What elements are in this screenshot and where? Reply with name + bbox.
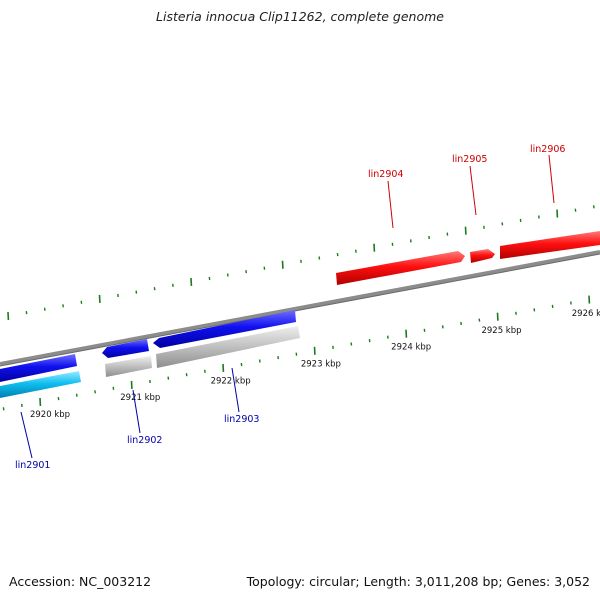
- tick-label: 2921 kbp: [120, 393, 160, 403]
- gene-arrow-lin2902-alt[interactable]: [105, 356, 152, 377]
- gene-labels: lin2904 lin2905 lin2906 lin2901 lin2902 …: [15, 144, 565, 471]
- gene-label-lin2901[interactable]: lin2901: [15, 460, 50, 471]
- gene-arrow-lin2903[interactable]: [153, 310, 296, 348]
- gene-label-lin2903[interactable]: lin2903: [224, 414, 259, 425]
- gene-arrow-lin2903-alt[interactable]: [156, 326, 300, 368]
- tick-label: 2920 kbp: [30, 410, 70, 420]
- tick-label: 2926 kbp: [572, 309, 600, 319]
- tick-label: 2925 kbp: [481, 326, 521, 336]
- gene-arrow-lin2906[interactable]: [500, 231, 600, 259]
- forward-gene-track: [336, 231, 600, 285]
- genome-summary-text: Topology: circular; Length: 3,011,208 bp…: [246, 574, 590, 589]
- gene-arrow-lin2901-alt[interactable]: [0, 371, 81, 398]
- gene-label-lin2906[interactable]: lin2906: [530, 144, 565, 155]
- gene-arrow-lin2904[interactable]: [336, 251, 465, 285]
- genome-backbone: [0, 250, 600, 367]
- tick-label: 2923 kbp: [301, 360, 341, 370]
- gene-label-lin2904[interactable]: lin2904: [368, 169, 403, 180]
- genome-title: Listeria innocua Clip11262, complete gen…: [156, 9, 444, 24]
- gene-label-lin2902[interactable]: lin2902: [127, 435, 162, 446]
- reverse-gene-track: [0, 310, 300, 398]
- reverse-strand-ticks: 2920 kbp 2921 kbp 2922 kbp 2923 kbp 2924 kbp…: [2, 295, 600, 420]
- gene-arrow-lin2901[interactable]: [0, 354, 77, 382]
- gene-arrow-lin2902[interactable]: [102, 339, 149, 358]
- tick-label: 2922 kbp: [211, 376, 251, 386]
- tick-label: 2924 kbp: [391, 343, 431, 353]
- forward-strand-ticks: [7, 205, 595, 321]
- accession-text: Accession: NC_003212: [9, 574, 152, 589]
- gene-label-lin2905[interactable]: lin2905: [452, 154, 487, 165]
- gene-leaders: [20, 154, 555, 459]
- gene-arrow-lin2905[interactable]: [470, 249, 495, 263]
